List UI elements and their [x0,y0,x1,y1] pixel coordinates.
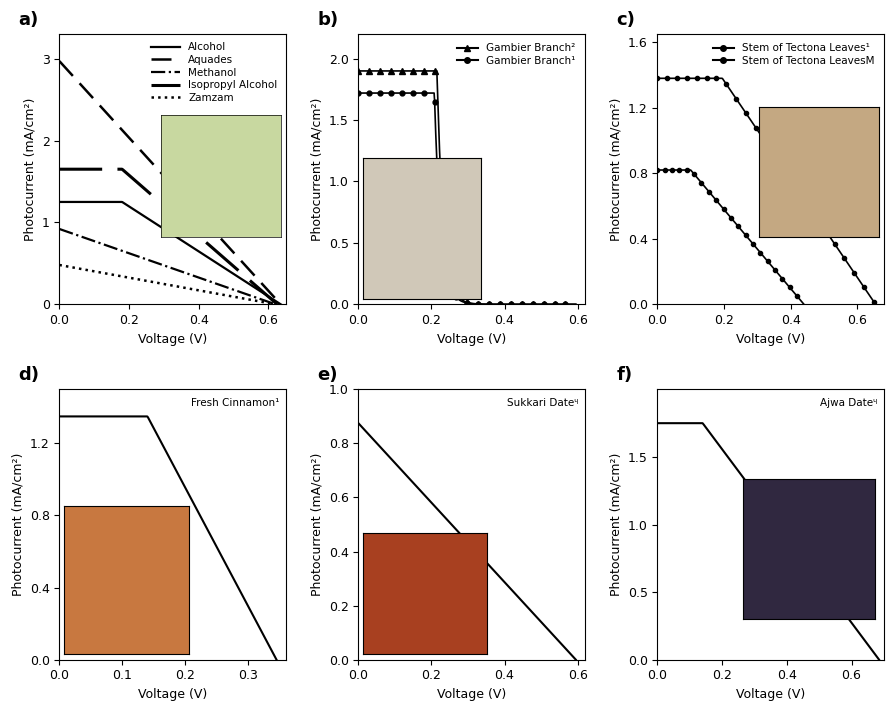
Text: a): a) [19,11,38,28]
Aquades [54,57,64,66]
Alcohol [186,242,197,251]
Y-axis label: Photocurrent (mA/cm²): Photocurrent (mA/cm²) [23,98,36,241]
Line: Aquades: Aquades [59,61,281,304]
Isopropyl Alcohol [54,165,64,174]
Zamzam [186,285,197,293]
Aquades [186,201,197,210]
X-axis label: Voltage (V): Voltage (V) [735,333,805,345]
X-axis label: Voltage (V): Voltage (V) [735,688,805,701]
Text: f): f) [616,366,632,384]
Text: Fresh Cinnamon¹: Fresh Cinnamon¹ [190,397,279,407]
Zamzam [249,296,260,305]
Alcohol [190,245,200,253]
Methanol [181,269,192,278]
Text: Ajwa Dateᶣ: Ajwa Dateᶣ [819,397,876,407]
Aquades [185,201,196,209]
Alcohol [185,242,196,251]
Legend: Alcohol, Aquades, Methanol, Isopropyl Alcohol, Zamzam: Alcohol, Aquades, Methanol, Isopropyl Al… [148,39,281,106]
Zamzam [55,261,65,269]
Methanol [54,225,64,234]
Isopropyl Alcohol [237,271,248,279]
Methanol [186,271,197,279]
Methanol [249,293,260,301]
Y-axis label: Photocurrent (mA/cm²): Photocurrent (mA/cm²) [11,453,24,596]
Methanol [55,225,65,234]
Isopropyl Alcohol [182,223,193,231]
Line: Methanol: Methanol [59,229,275,304]
Aquades [190,206,200,214]
Isopropyl Alcohol [187,226,198,235]
Y-axis label: Photocurrent (mA/cm²): Photocurrent (mA/cm²) [309,453,323,596]
X-axis label: Voltage (V): Voltage (V) [436,333,506,345]
Aquades [240,262,251,271]
Alcohol [254,287,265,295]
Alcohol [54,198,64,206]
Aquades [254,277,265,286]
Text: d): d) [19,366,39,384]
Isopropyl Alcohol [251,282,262,290]
Legend: Stem of Tectona Leaves¹, Stem of Tectona LeavesM: Stem of Tectona Leaves¹, Stem of Tectona… [708,39,878,70]
Line: Alcohol: Alcohol [59,202,281,304]
Methanol [270,300,281,308]
Zamzam [236,294,247,303]
Isopropyl Alcohol [183,224,194,232]
X-axis label: Voltage (V): Voltage (V) [138,333,207,345]
X-axis label: Voltage (V): Voltage (V) [138,688,207,701]
Y-axis label: Photocurrent (mA/cm²): Photocurrent (mA/cm²) [309,98,323,241]
Legend: Gambier Branch², Gambier Branch¹: Gambier Branch², Gambier Branch¹ [452,39,579,70]
Text: b): b) [317,11,338,28]
Line: Zamzam: Zamzam [59,265,275,304]
Aquades [55,58,65,66]
Zamzam [181,284,192,293]
Zamzam [270,300,281,308]
Text: Sukkari Dateᶣ: Sukkari Dateᶣ [506,397,578,407]
Y-axis label: Photocurrent (mA/cm²): Photocurrent (mA/cm²) [609,98,621,241]
Alcohol [240,278,251,286]
Methanol [182,270,193,278]
Isopropyl Alcohol [272,300,283,308]
Zamzam [54,261,64,269]
Aquades [275,300,286,308]
Alcohol [275,300,286,308]
Text: e): e) [317,366,338,384]
Zamzam [182,284,193,293]
Line: Isopropyl Alcohol: Isopropyl Alcohol [59,169,277,304]
Text: c): c) [616,11,635,28]
Methanol [236,288,247,297]
Isopropyl Alcohol [55,165,65,174]
Alcohol [55,198,65,206]
Y-axis label: Photocurrent (mA/cm²): Photocurrent (mA/cm²) [609,453,621,596]
X-axis label: Voltage (V): Voltage (V) [436,688,506,701]
